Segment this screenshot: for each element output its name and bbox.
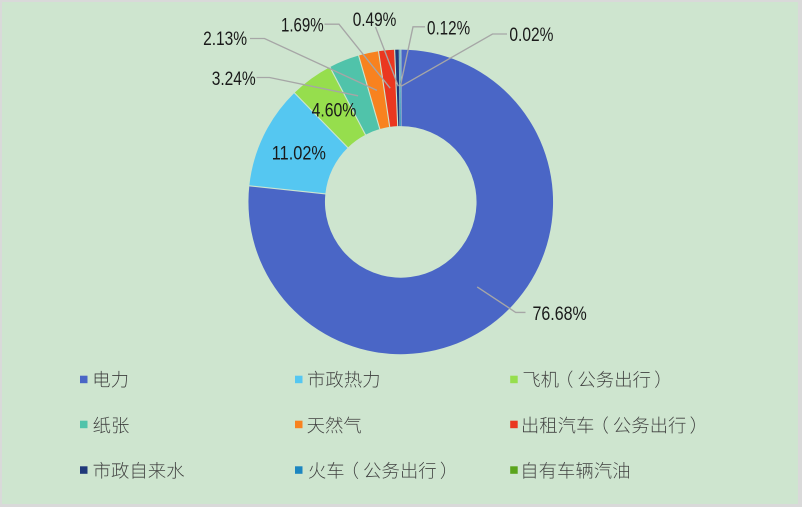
svg-text:2.13%: 2.13%	[203, 28, 247, 50]
svg-text:1.69%: 1.69%	[281, 15, 324, 37]
svg-text:0.12%: 0.12%	[427, 18, 470, 40]
svg-text:0.49%: 0.49%	[353, 9, 397, 31]
svg-text:76.68%: 76.68%	[533, 303, 587, 325]
svg-text:3.24%: 3.24%	[212, 68, 256, 90]
svg-text:0.02%: 0.02%	[509, 24, 553, 46]
svg-text:4.60%: 4.60%	[312, 99, 357, 121]
svg-text:11.02%: 11.02%	[272, 142, 326, 164]
